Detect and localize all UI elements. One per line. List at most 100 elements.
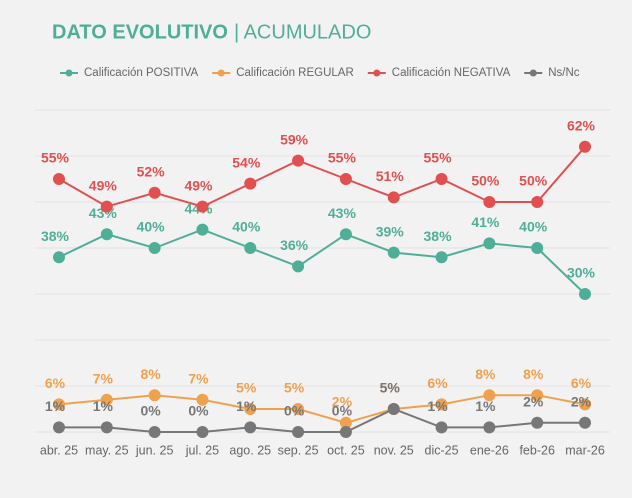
data-point [483,237,496,250]
legend-label: Calificación NEGATIVA [392,67,511,79]
series-line [59,407,585,433]
data-point [579,288,591,300]
data-point [339,416,352,429]
x-tick-label: mar-26 [565,443,605,457]
data-point [339,228,352,241]
value-label: 6% [45,375,66,391]
data-point [100,393,113,406]
chart-subtitle: | ACUMULADO [234,21,371,43]
value-label: 39% [376,223,405,239]
data-point [435,173,448,185]
value-label: 40% [519,219,548,235]
x-tick-label: may. 25 [85,443,129,457]
legend-marker [217,69,225,77]
value-label: 55% [41,150,70,166]
value-label: 8% [141,366,162,382]
value-label: 1% [236,398,257,414]
x-tick-label: dic-25 [425,443,459,457]
x-tick-label: sep. 25 [278,443,319,457]
series-line [58,394,586,424]
value-label: 8% [475,366,496,382]
data-point [196,223,209,236]
value-label: 7% [93,371,114,387]
data-point [53,251,65,264]
data-point [483,389,496,402]
data-point [483,421,496,434]
data-point [435,251,448,264]
data-point [292,426,305,438]
data-point [100,200,113,213]
x-tick-label: ene-26 [470,443,509,457]
value-label: 1% [93,398,114,414]
data-point [531,416,544,429]
value-label: 6% [427,375,448,391]
x-tick-label: jul. 25 [185,443,219,457]
value-label: 1% [427,398,448,414]
data-point [148,426,161,438]
legend-marker [373,69,381,77]
data-point [148,389,161,402]
x-tick-label: abr. 25 [40,443,78,457]
data-point [579,416,591,429]
legend-label: Calificación REGULAR [236,67,354,79]
data-point [292,154,305,167]
data-point [53,421,65,434]
data-point [483,196,496,208]
x-tick-label: oct. 25 [327,443,365,457]
value-label: 5% [380,380,401,396]
value-label: 59% [280,131,309,147]
data-point [100,228,113,241]
value-label: 55% [424,150,453,166]
data-point [244,403,257,415]
value-label: 41% [471,214,500,230]
data-point [148,186,161,199]
series-line [58,146,586,208]
data-point [387,246,400,259]
value-label: 5% [236,380,257,396]
series-line [58,228,586,295]
value-label: 1% [475,398,496,414]
value-label: 55% [328,150,357,166]
data-point [53,173,65,185]
value-label: 30% [567,265,596,281]
data-point [339,173,352,185]
value-label: 51% [376,168,405,184]
data-point [579,398,591,411]
value-label: 52% [137,164,166,180]
data-point [244,242,257,254]
data-point [339,426,352,438]
data-point [196,200,209,213]
value-label: 38% [41,228,70,244]
value-label: 0% [188,403,209,419]
data-point [531,196,544,208]
data-point [292,403,305,415]
data-point [53,398,65,411]
chart-title: DATO EVOLUTIVO [52,21,228,43]
data-point [579,140,591,153]
x-tick-label: nov. 25 [374,443,414,457]
data-point [292,260,305,273]
data-point [387,191,400,204]
value-label: 50% [471,173,500,189]
data-point [196,426,209,438]
value-label: 8% [523,366,544,382]
data-point [531,242,544,254]
value-label: 0% [332,403,353,419]
value-label: 2% [523,394,544,410]
value-label: 43% [328,205,357,221]
value-label: 49% [89,177,118,193]
value-label: 1% [45,398,66,414]
value-label: 40% [232,219,261,235]
value-label: 0% [284,403,305,419]
legend-label: Calificación POSITIVA [84,67,199,79]
data-point [148,242,161,254]
data-point [387,403,400,415]
data-point [244,177,257,190]
x-tick-label: feb-26 [519,443,554,457]
data-point [435,398,448,411]
value-label: 50% [519,173,548,189]
value-label: 36% [280,237,309,253]
value-label: 5% [380,380,401,396]
